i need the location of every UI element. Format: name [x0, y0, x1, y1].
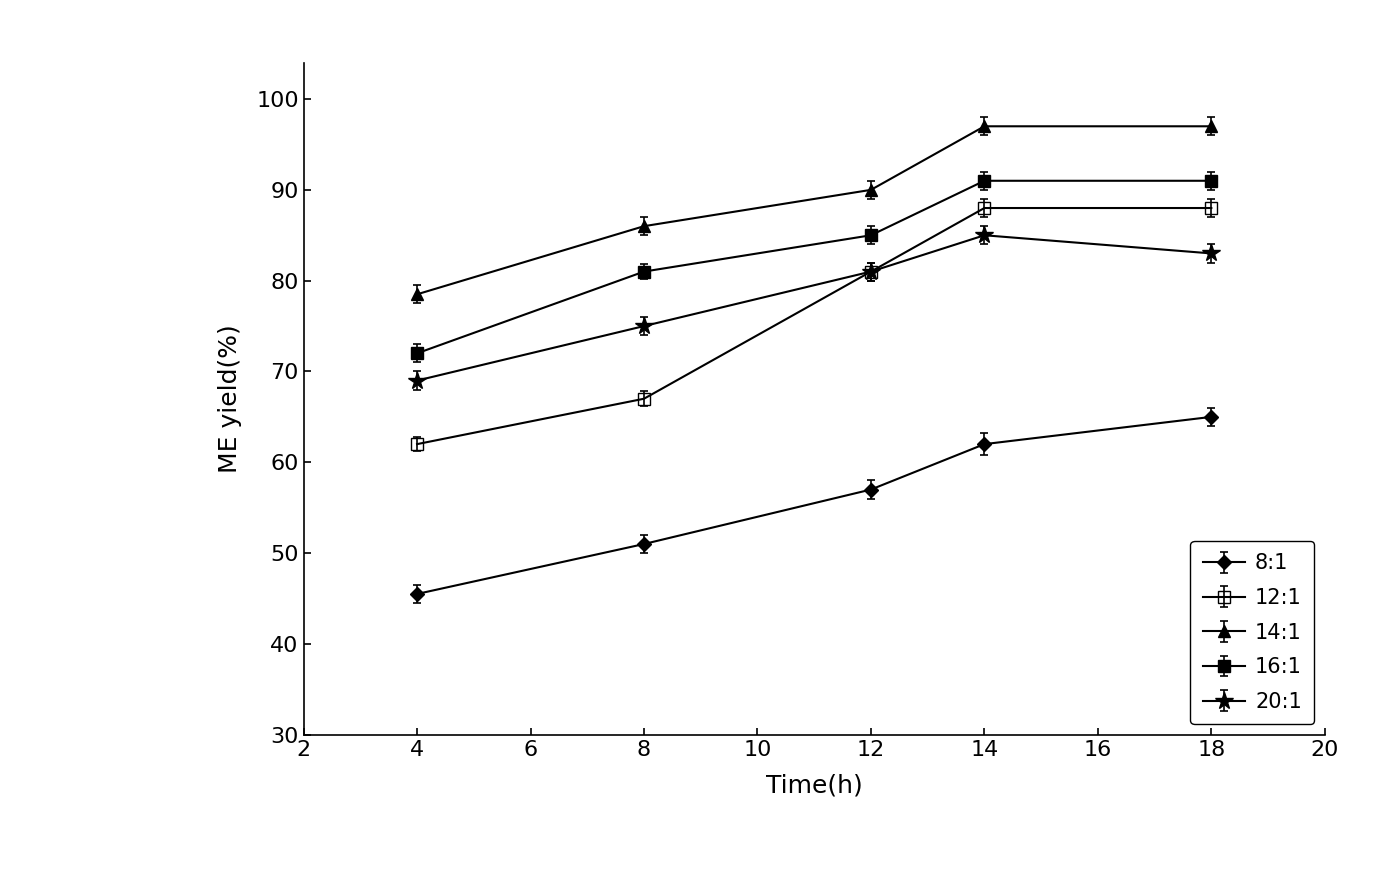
Y-axis label: ME yield(%): ME yield(%): [218, 324, 243, 473]
Legend: 8:1, 12:1, 14:1, 16:1, 20:1: 8:1, 12:1, 14:1, 16:1, 20:1: [1191, 541, 1314, 724]
X-axis label: Time(h): Time(h): [766, 773, 862, 797]
